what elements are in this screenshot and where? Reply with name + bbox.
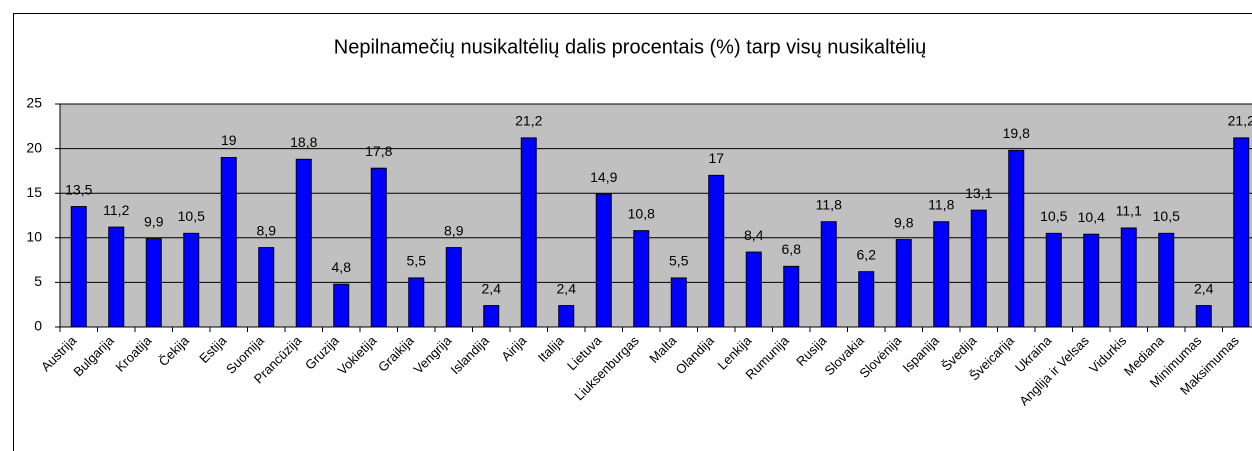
data-label: 11,2: [103, 202, 129, 218]
chart-title: Nepilnamečių nusikaltėlių dalis procenta…: [334, 36, 927, 58]
bar: [1045, 232, 1062, 328]
data-label: 10,5: [1153, 208, 1180, 224]
data-label: 2,4: [557, 280, 577, 296]
data-label: 5,5: [669, 253, 689, 269]
data-label: 10,8: [628, 205, 655, 221]
data-label: 8,9: [444, 222, 464, 238]
data-label: 11,1: [1116, 203, 1142, 219]
data-label: 17,8: [365, 143, 392, 159]
bar: [108, 226, 125, 328]
bar: [595, 193, 612, 328]
data-label: 2,4: [1194, 280, 1214, 296]
data-label: 11,8: [928, 196, 954, 212]
plot-area: [60, 104, 1252, 327]
y-tick-label: 25: [26, 95, 42, 111]
bar: [1083, 233, 1100, 328]
bar: [408, 277, 425, 328]
bar: [670, 277, 687, 328]
data-label: 5,5: [407, 253, 427, 269]
bar: [970, 209, 987, 328]
data-label: 10,5: [178, 208, 205, 224]
data-label: 13,5: [65, 181, 92, 197]
bar: [70, 206, 87, 328]
bar: [370, 167, 387, 328]
y-tick-label: 20: [26, 139, 42, 155]
data-label: 10,5: [1040, 208, 1067, 224]
data-label: 18,8: [290, 134, 317, 150]
data-label: 19: [221, 132, 237, 148]
bar: [1120, 227, 1137, 328]
data-label: 19,8: [1003, 125, 1030, 141]
data-label: 6,8: [782, 241, 802, 257]
bar: [445, 247, 462, 328]
bar: [145, 238, 162, 328]
bar: [295, 158, 312, 328]
y-tick-label: 10: [26, 229, 42, 245]
bar: [1008, 149, 1025, 328]
data-label: 8,9: [257, 222, 277, 238]
bar: [820, 221, 837, 328]
data-label: 6,2: [857, 246, 877, 262]
data-label: 10,4: [1078, 209, 1105, 225]
bar: [258, 247, 275, 328]
bar: [483, 305, 500, 328]
bar: [895, 239, 912, 328]
bar: [745, 251, 762, 328]
bar: [858, 271, 875, 328]
bar: [933, 221, 950, 328]
data-label: 21,2: [1228, 113, 1252, 129]
bar: [633, 230, 650, 328]
y-tick-label: 15: [26, 184, 42, 200]
y-tick-label: 5: [34, 273, 42, 289]
bar: [558, 305, 575, 328]
data-label: 9,9: [144, 213, 164, 229]
data-label: 11,8: [816, 196, 842, 212]
bar: [520, 137, 537, 328]
bar: [220, 157, 237, 328]
bar: [183, 232, 200, 328]
data-label: 13,1: [965, 185, 992, 201]
data-label: 9,8: [894, 214, 914, 230]
data-label: 2,4: [482, 280, 502, 296]
bar: [708, 174, 725, 328]
bar: [1195, 305, 1212, 328]
bar: [1158, 232, 1175, 328]
data-label: 8,4: [744, 227, 764, 243]
data-label: 17: [708, 150, 724, 166]
bar: [333, 283, 350, 328]
bar: [783, 265, 800, 328]
bar: [1233, 137, 1250, 328]
data-label: 14,9: [590, 169, 617, 185]
data-label: 21,2: [515, 113, 542, 129]
y-tick-label: 0: [34, 318, 42, 334]
data-label: 4,8: [332, 259, 352, 275]
